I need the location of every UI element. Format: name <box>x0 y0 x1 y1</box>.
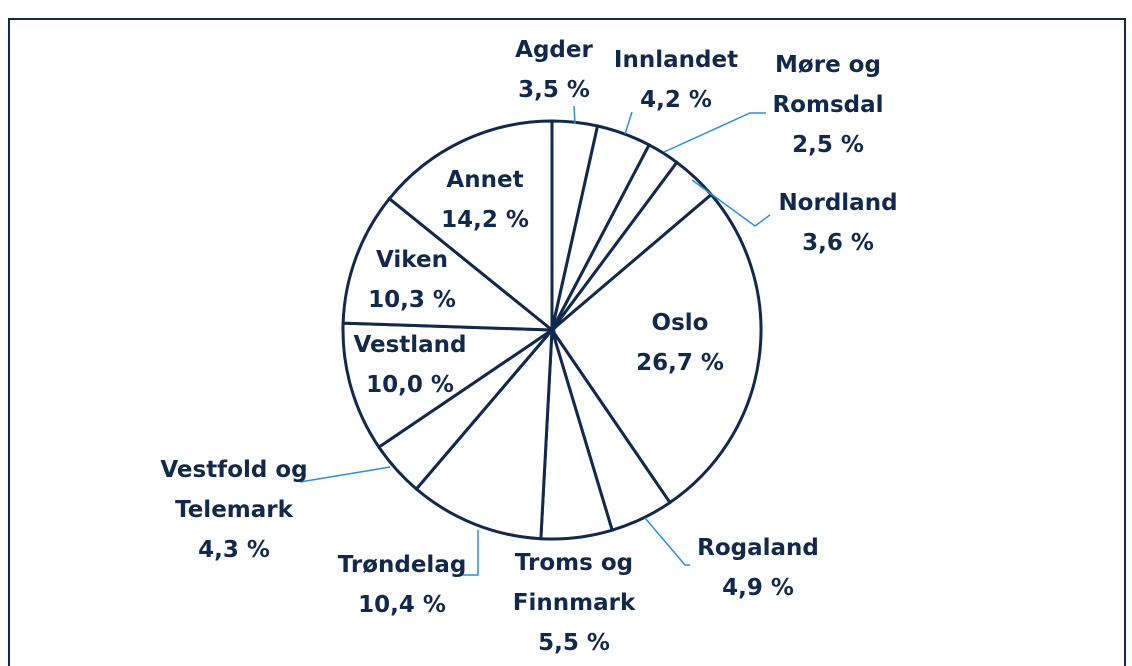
slice <box>341 196 557 332</box>
slice-label: Nordland 3,6 % <box>768 183 908 263</box>
leader-line <box>663 112 766 153</box>
value-label: 4,3 % <box>198 537 270 563</box>
value-label: 10,0 % <box>366 372 454 398</box>
leader-line <box>644 517 690 566</box>
value-label: 26,7 % <box>636 350 724 376</box>
category-name: Trøndelag <box>337 552 467 578</box>
slice-label: Troms og Finnmark 5,5 % <box>504 543 644 663</box>
category-name: Vestfold og Telemark <box>160 457 308 523</box>
slice-label: Rogaland 4,9 % <box>688 528 828 608</box>
category-name: Viken <box>376 247 448 273</box>
value-label: 3,6 % <box>802 230 874 256</box>
value-label: 14,2 % <box>441 207 529 233</box>
value-label: 3,5 % <box>518 77 590 103</box>
leader-line <box>573 105 576 125</box>
category-name: Innlandet <box>613 47 739 73</box>
category-name: Nordland <box>778 190 898 216</box>
frame <box>8 18 1126 666</box>
slice-label: Vestland 10,0 % <box>340 325 480 405</box>
value-label: 10,4 % <box>358 592 446 618</box>
category-name: Annet <box>446 167 524 193</box>
slice <box>341 321 557 450</box>
value-label: 2,5 % <box>792 132 864 158</box>
slice <box>387 119 554 334</box>
leader-lines <box>299 105 771 576</box>
slice-label: Annet 14,2 % <box>425 160 545 240</box>
slice-label: Agder 3,5 % <box>494 30 614 110</box>
slice-label: Vestfold og Telemark 4,3 % <box>149 450 319 570</box>
value-label: 10,3 % <box>368 287 456 313</box>
value-label: 4,9 % <box>722 575 794 601</box>
slice <box>549 192 763 505</box>
category-name: Rogaland <box>697 535 819 561</box>
slice-label: Trøndelag 10,4 % <box>332 545 472 625</box>
leader-line <box>691 179 771 227</box>
slice-label: Oslo 26,7 % <box>620 303 740 383</box>
value-label: 4,2 % <box>640 87 712 113</box>
leader-line <box>462 530 479 576</box>
leader-line <box>624 111 633 135</box>
value-label: 5,5 % <box>538 630 610 656</box>
slice-label: Innlandet 4,2 % <box>596 40 756 120</box>
category-name: Oslo <box>651 310 709 336</box>
slice-label: Viken 10,3 % <box>352 240 472 320</box>
category-name: Troms og Finnmark <box>512 550 636 616</box>
slice <box>414 325 554 541</box>
category-name: Agder <box>515 37 593 63</box>
slice-label: Møre og Romsdal 2,5 % <box>763 45 893 165</box>
category-name: Møre og Romsdal <box>772 52 884 118</box>
leader-line <box>299 466 391 483</box>
category-name: Vestland <box>353 332 467 358</box>
